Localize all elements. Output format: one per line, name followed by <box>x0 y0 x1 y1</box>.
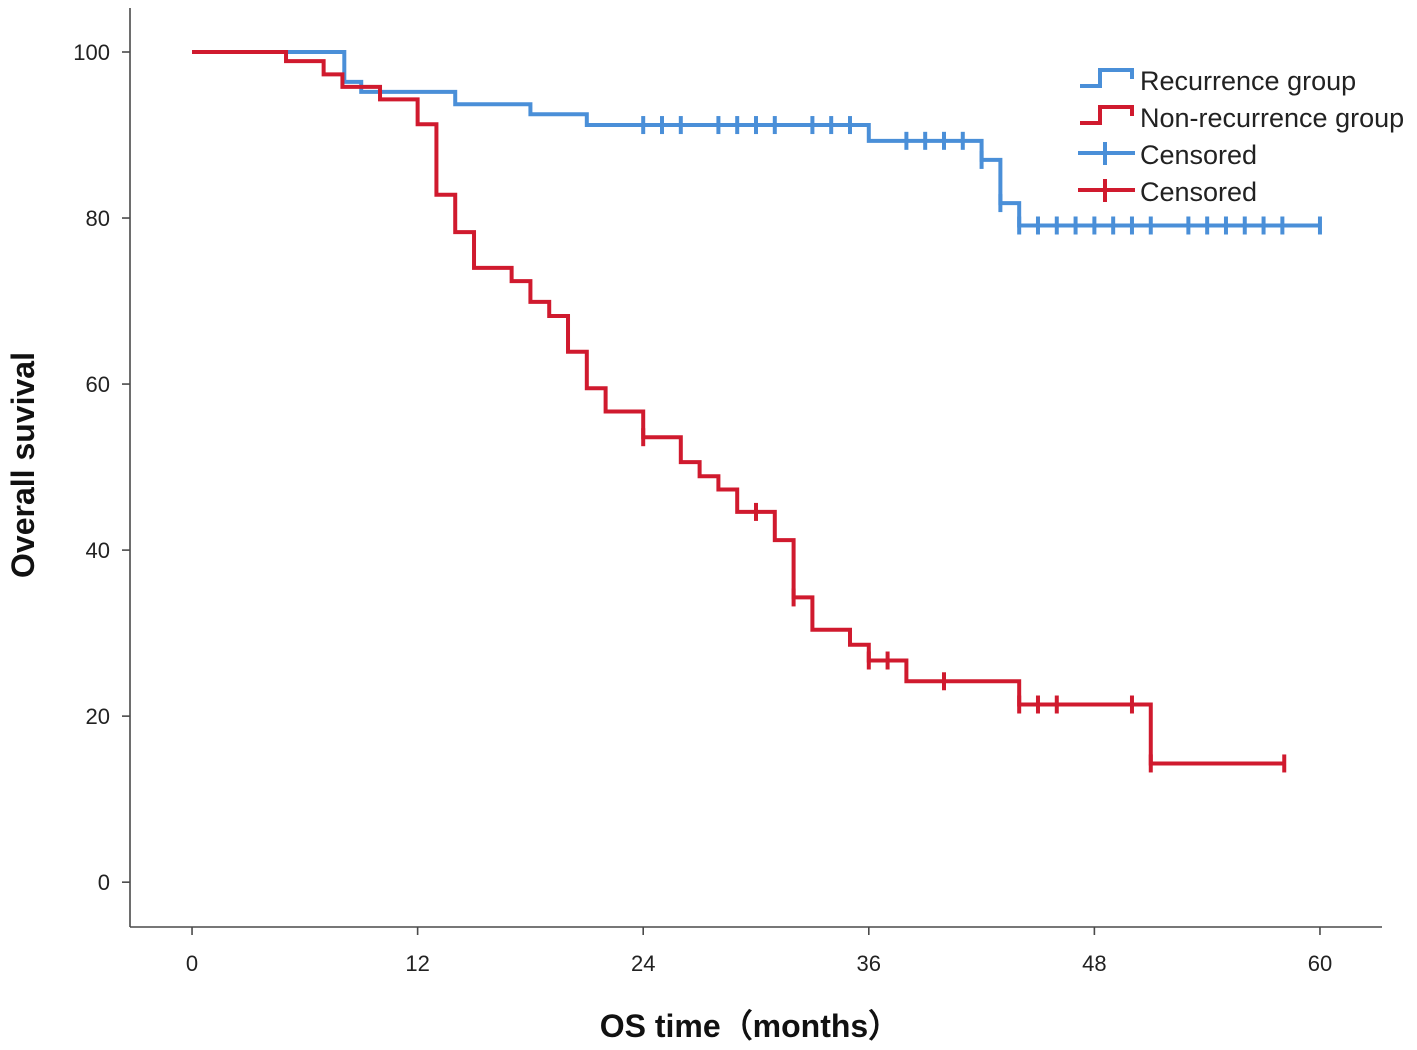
legend-label-recurrence: Recurrence group <box>1140 66 1356 96</box>
y-tick-label: 80 <box>86 206 110 231</box>
legend-label-non-recurrence: Non-recurrence group <box>1140 103 1404 133</box>
x-tick-label: 60 <box>1308 951 1332 976</box>
x-tick-label: 12 <box>405 951 429 976</box>
legend: Recurrence group Non-recurrence group Ce… <box>1078 66 1404 207</box>
x-tick-label: 36 <box>857 951 881 976</box>
legend-item-censored-recurrence: Censored <box>1078 140 1257 170</box>
y-tick-label: 100 <box>73 40 110 65</box>
legend-label-censored-recurrence: Censored <box>1140 140 1257 170</box>
x-axis-title: OS time（months） <box>600 1008 900 1044</box>
y-axis: 0 20 40 60 80 100 <box>73 8 131 927</box>
y-tick-label: 0 <box>98 870 110 895</box>
y-tick-label: 20 <box>86 704 110 729</box>
survival-curve-non-recurrence <box>192 49 1285 766</box>
legend-label-censored-non-recurrence: Censored <box>1140 177 1257 207</box>
legend-censor-symbol-recurrence <box>1078 142 1135 165</box>
x-tick-label: 48 <box>1082 951 1106 976</box>
x-tick-label: 0 <box>186 951 198 976</box>
plot-series <box>192 49 1322 773</box>
x-tick-label: 24 <box>631 951 655 976</box>
y-tick-label: 40 <box>86 538 110 563</box>
legend-item-non-recurrence: Non-recurrence group <box>1080 103 1404 133</box>
legend-step-symbol-non-recurrence <box>1080 105 1134 125</box>
legend-step-symbol-recurrence <box>1080 68 1134 88</box>
legend-item-recurrence: Recurrence group <box>1080 66 1356 96</box>
y-tick-label: 60 <box>86 372 110 397</box>
legend-item-censored-non-recurrence: Censored <box>1078 177 1257 207</box>
y-axis-title: Overall suvival <box>5 352 41 578</box>
legend-censor-symbol-non-recurrence <box>1078 179 1135 202</box>
x-axis: 0 12 24 36 48 60 <box>130 926 1382 976</box>
